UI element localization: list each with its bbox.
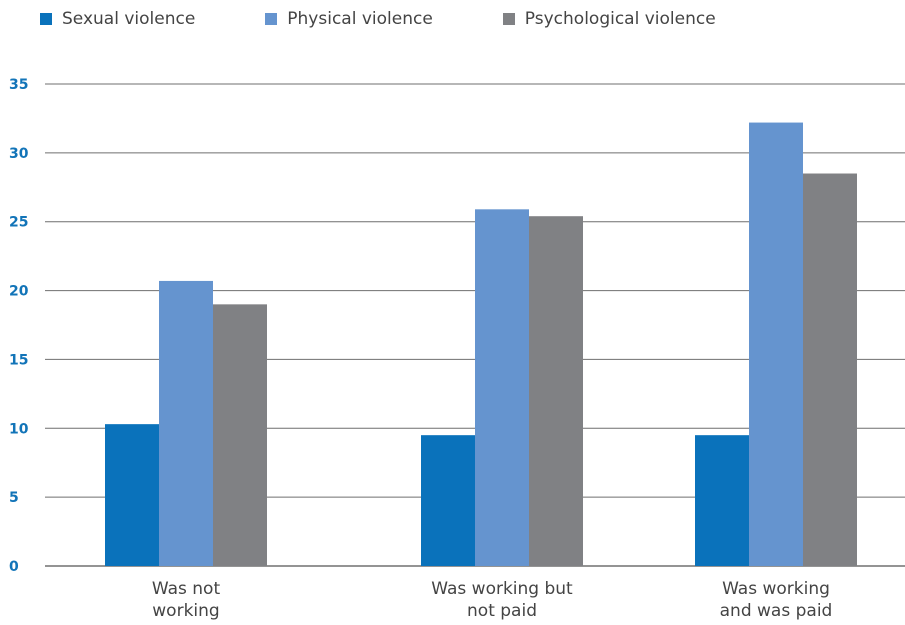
- bar-physical-violence-1: [475, 209, 529, 566]
- legend-item-physical-violence: Physical violence: [265, 9, 433, 29]
- y-tick-label-35: 35: [9, 77, 28, 93]
- legend-item-sexual-violence: Sexual violence: [40, 9, 195, 29]
- y-tick-label-5: 5: [9, 490, 19, 506]
- bar-sexual-violence-0: [105, 424, 159, 566]
- x-category-label-0-line-1: working: [152, 601, 219, 621]
- bar-sexual-violence-2: [695, 435, 749, 566]
- legend-label-sexual-violence: Sexual violence: [62, 9, 196, 29]
- y-tick-label-10: 10: [9, 421, 29, 437]
- x-category-label-0-line-0: Was not: [152, 579, 221, 599]
- x-category-label-1-line-0: Was working but: [431, 579, 573, 599]
- legend-label-physical-violence: Physical violence: [287, 9, 433, 29]
- bar-physical-violence-2: [749, 122, 803, 566]
- legend-item-psychological-violence: Psychological violence: [502, 9, 716, 29]
- bar-psychological-violence-0: [213, 304, 267, 566]
- bar-psychological-violence-2: [803, 173, 857, 566]
- legend-swatch-sexual-violence: [40, 13, 52, 25]
- legend-swatch-psychological-violence: [502, 13, 515, 25]
- legend-label-psychological-violence: Psychological violence: [524, 9, 716, 29]
- legend: Sexual violence Physical violence Psycho…: [40, 8, 786, 30]
- x-category-label-2-line-0: Was working: [722, 579, 830, 599]
- bar-sexual-violence-1: [421, 435, 475, 566]
- y-tick-label-30: 30: [9, 146, 29, 162]
- y-tick-label-20: 20: [9, 284, 29, 300]
- x-category-label-2-line-1: and was paid: [720, 601, 833, 621]
- legend-swatch-physical-violence: [265, 13, 278, 25]
- bar-psychological-violence-1: [529, 216, 583, 566]
- bar-physical-violence-0: [159, 280, 213, 566]
- y-tick-label-0: 0: [9, 559, 19, 575]
- x-category-label-1-line-1: not paid: [467, 601, 537, 621]
- y-tick-label-15: 15: [9, 352, 28, 368]
- y-tick-label-25: 25: [9, 215, 28, 231]
